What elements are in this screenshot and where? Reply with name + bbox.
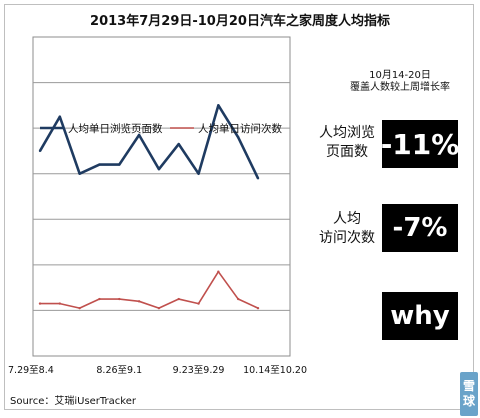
chart-frame: [4, 4, 474, 410]
metric2-value-badge: -7%: [382, 204, 458, 252]
metric1-label-line1: 人均浏览: [319, 125, 375, 141]
series-line-1: [38, 104, 260, 179]
series-2-point: [58, 302, 62, 305]
watermark-char-2: 球: [462, 394, 475, 408]
metric1-label: 人均浏览 页面数: [308, 124, 386, 162]
plot-area-border: [32, 36, 291, 357]
legend-label-2: 人均单日访问次数: [198, 122, 282, 135]
series-2-point: [38, 302, 42, 305]
series-2-point: [157, 306, 161, 310]
legend-label-1: 人均单日浏览页面数: [68, 122, 163, 135]
series-1-point: [157, 167, 161, 171]
series-2-point: [236, 297, 240, 301]
series-2-point: [197, 302, 200, 305]
series-line-2: [40, 270, 259, 309]
series-2-point: [217, 270, 220, 273]
series-1-point: [236, 136, 240, 139]
metric2-label-line2: 访问次数: [319, 230, 375, 246]
why-badge: why: [382, 292, 458, 340]
side-period: 10月14-20日: [369, 70, 431, 81]
series-1-point: [78, 172, 81, 175]
metric2-label-line1: 人均: [333, 211, 361, 227]
xueqiu-watermark-logo: 雪 球: [460, 372, 478, 416]
series-1-point: [256, 177, 260, 180]
x-tick-label: 7.29至8.4: [8, 365, 54, 376]
side-subtitle: 10月14-20日 覆盖人数较上周增长率: [330, 70, 470, 94]
series-1-point: [197, 172, 200, 175]
series-1-point: [98, 163, 101, 166]
x-tick-label: 10.14至10.20: [243, 365, 307, 376]
series-1-point: [58, 115, 62, 118]
metric1-value-badge: -11%: [381, 120, 459, 168]
series-2-point: [177, 297, 180, 301]
series-1-point: [137, 133, 141, 137]
series-2-point: [78, 306, 81, 310]
x-tick-label: 8.26至9.1: [96, 365, 142, 376]
chart-title: 2013年7月29日-10月20日汽车之家周度人均指标: [90, 14, 390, 29]
series-2-point: [137, 300, 141, 303]
series-1-point: [217, 104, 220, 107]
series-1-point: [177, 142, 180, 146]
metric1-label-line2: 页面数: [326, 144, 368, 160]
series-2-point: [256, 306, 260, 310]
series-2-point: [118, 297, 121, 301]
source-note: Source：艾瑞iUserTracker: [10, 396, 136, 407]
metric2-label: 人均 访问次数: [308, 210, 386, 248]
watermark-char-1: 雪: [462, 379, 475, 393]
x-tick-label: 9.23至9.29: [173, 365, 225, 376]
side-subtitle-text: 覆盖人数较上周增长率: [350, 82, 450, 93]
series-2-point: [98, 297, 101, 301]
series-1-point: [38, 149, 42, 153]
series-1-point: [118, 163, 121, 166]
